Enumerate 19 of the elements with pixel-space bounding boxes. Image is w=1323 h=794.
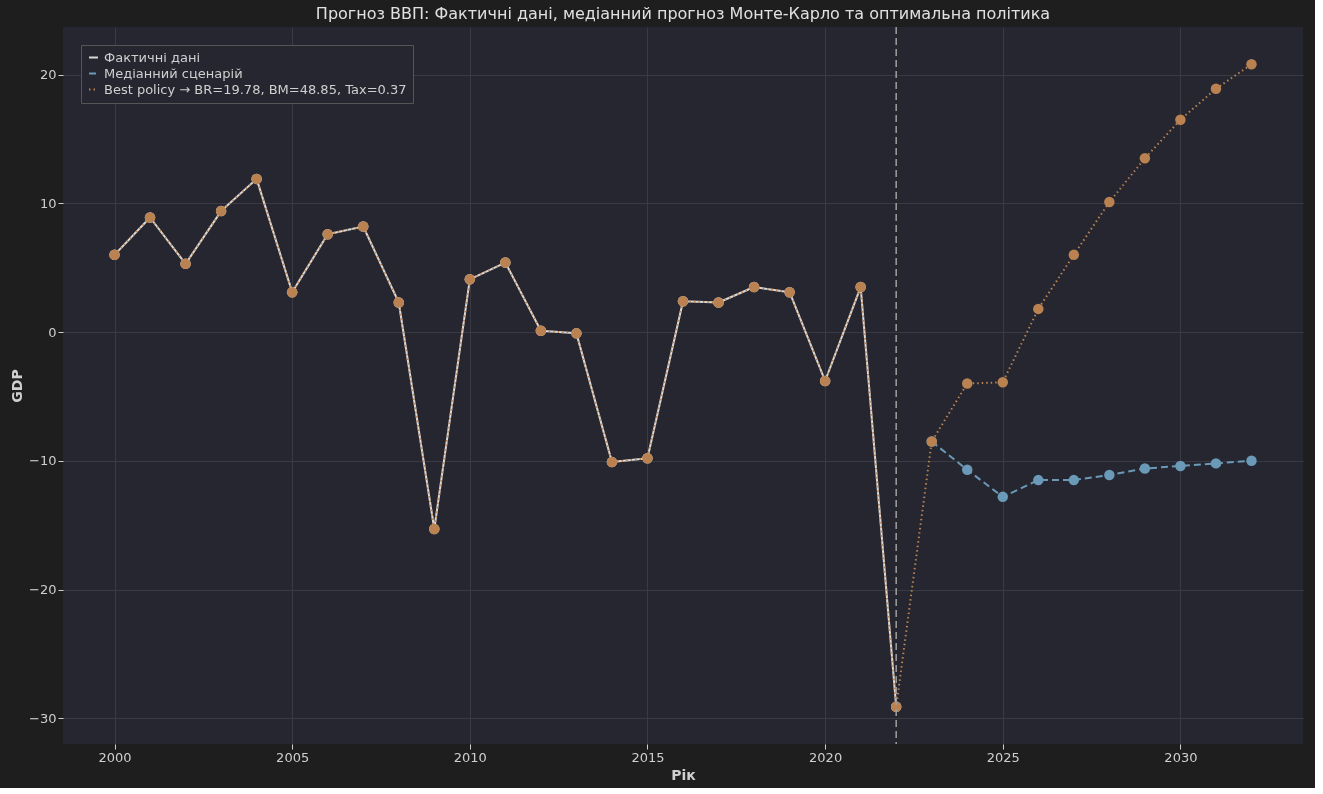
x-axis-title: Рік: [671, 766, 697, 783]
y-tick-label: −20: [29, 582, 57, 598]
y-tick-label: 10: [39, 195, 57, 211]
y-tick-label: −30: [29, 710, 57, 726]
x-tick-label: 2025: [986, 749, 1020, 765]
y-axis-title: GDP: [9, 369, 26, 403]
x-tick-label: 2015: [631, 749, 665, 765]
legend-label: Медіанний сценарій: [104, 65, 243, 81]
y-tick-label: 0: [48, 324, 57, 340]
legend-label: Фактичні дані: [104, 49, 201, 65]
x-tick-label: 2005: [276, 749, 310, 765]
x-tick-label: 2030: [1164, 749, 1198, 765]
x-tick-label: 2010: [453, 749, 487, 765]
x-tick-label: 2000: [98, 749, 132, 765]
y-tick-label: −10: [29, 453, 57, 469]
y-tick-label: 20: [39, 67, 57, 83]
legend-label: Best policy → BR=19.78, BM=48.85, Tax=0.37: [104, 81, 407, 97]
x-tick-label: 2020: [809, 749, 843, 765]
chart-title: Прогноз ВВП: Фактичні дані, медіанний прогноз Монте-Карло та оптимальна політика: [315, 4, 1051, 24]
